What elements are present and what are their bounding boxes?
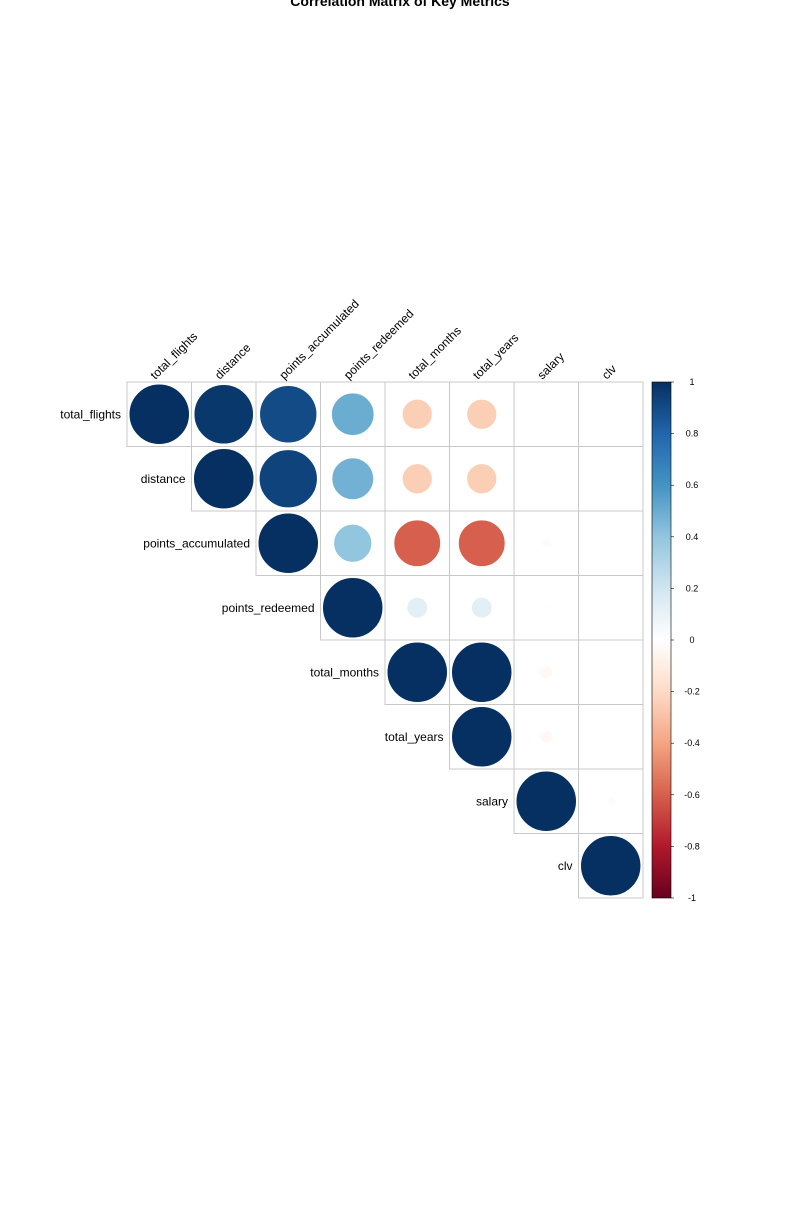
column-label: total_months <box>405 324 463 382</box>
row-label: points_redeemed <box>222 601 315 615</box>
colorbar-tick-label: -0.4 <box>684 738 700 748</box>
grid-cell <box>513 381 579 447</box>
colorbar-tick-label: 0.8 <box>686 429 699 439</box>
correlation-circle <box>393 519 442 568</box>
correlation-circle <box>330 392 375 437</box>
grid-cell <box>578 704 644 770</box>
correlation-circle <box>193 448 255 510</box>
correlation-circle <box>466 463 498 495</box>
colorbar-tick-label: -0.2 <box>684 687 700 697</box>
column-label: salary <box>534 350 567 383</box>
correlation-circle <box>331 457 375 501</box>
correlation-circle <box>515 770 577 832</box>
correlation-circle <box>406 596 429 619</box>
row-label: distance <box>141 472 186 486</box>
correlation-circle <box>466 398 498 430</box>
row-label: total_flights <box>60 407 121 421</box>
correlation-circle <box>540 730 553 743</box>
correlation-circle <box>457 519 506 568</box>
column-label: total_flights <box>147 329 200 382</box>
correlation-circle <box>128 383 190 445</box>
row-label: salary <box>476 794 508 808</box>
correlation-circle <box>401 463 433 495</box>
correlation-circle <box>543 604 550 611</box>
correlation-circle <box>541 538 551 548</box>
row-labels: total_flights distance points_accumulatedp… <box>60 407 572 873</box>
correlation-circle <box>257 512 319 574</box>
row-label: total_months <box>310 665 379 679</box>
colorbar: 1 0.8 0.6 0.4 0.2 0 -0.2 -0.4 -0.6 -0.8 -1 <box>651 377 700 903</box>
grid-cell <box>578 639 644 705</box>
row-label: total_years <box>385 730 444 744</box>
row-label: points_accumulated <box>143 536 250 550</box>
correlation-circle <box>259 385 318 444</box>
colorbar-tick-label: 0.2 <box>686 583 699 593</box>
correlation-circle <box>386 641 448 703</box>
correlation-circle <box>451 706 513 768</box>
colorbar-tick-label: 0 <box>689 635 694 645</box>
correlation-circle <box>322 577 384 639</box>
column-labels: total_flights distance points_accumulatedp… <box>147 297 619 382</box>
grid-layer <box>126 381 644 899</box>
colorbar-tick-label: -0.8 <box>684 841 700 851</box>
column-label: points_redeemed <box>341 307 416 382</box>
colorbar-tick-label: -0.6 <box>684 790 700 800</box>
grid-cell <box>578 575 644 641</box>
correlation-circle <box>451 641 513 703</box>
correlation-circle <box>580 835 642 897</box>
correlation-circle <box>606 796 616 806</box>
grid-cell <box>578 446 644 512</box>
correlation-circle <box>333 523 373 563</box>
correlation-circle <box>470 596 493 619</box>
grid-cell <box>578 833 644 899</box>
circle-layer <box>128 383 642 897</box>
colorbar-tick-label: 0.4 <box>686 532 699 542</box>
correlation-circle <box>258 449 318 509</box>
grid-cell <box>578 510 644 576</box>
chart-title: Correlation Matrix of Key Metrics <box>290 0 510 9</box>
column-label: distance <box>212 340 254 382</box>
correlation-circle <box>540 666 553 679</box>
colorbar-tick-label: 1 <box>689 377 694 387</box>
correlation-circle <box>193 383 255 445</box>
correlation-circle <box>401 398 433 430</box>
colorbar-tick-label: 0.6 <box>686 480 699 490</box>
colorbar-gradient <box>651 381 672 899</box>
colorbar-tick-label: -1 <box>688 893 696 903</box>
grid-cell <box>513 446 579 512</box>
grid-cell <box>578 381 644 447</box>
row-label: clv <box>558 859 573 873</box>
column-label: clv <box>599 362 619 382</box>
column-label: total_years <box>470 331 521 382</box>
